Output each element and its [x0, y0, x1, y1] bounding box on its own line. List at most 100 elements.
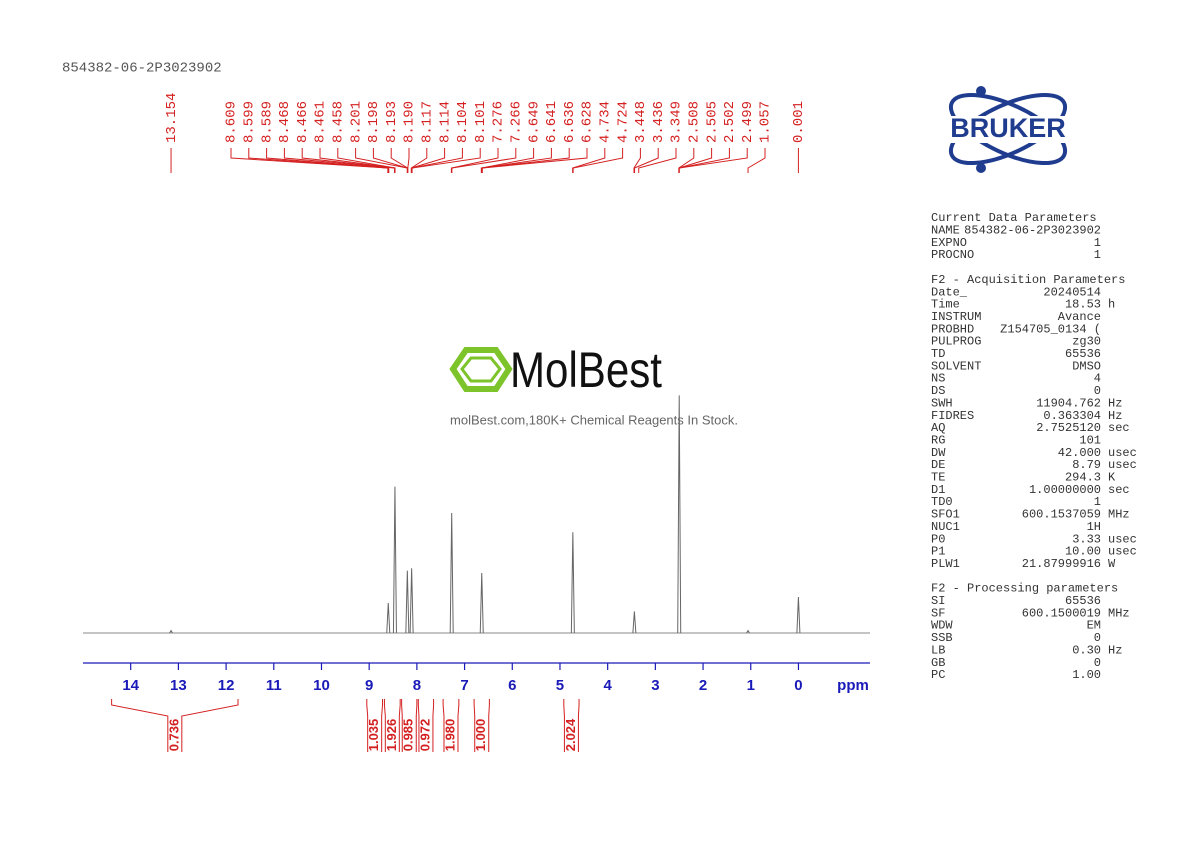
peak-label: 6.649 — [526, 101, 542, 143]
parameter-key: NS — [931, 372, 945, 386]
peak — [479, 572, 484, 634]
x-tick-label: 6 — [508, 677, 516, 694]
parameter-unit: K — [1108, 471, 1116, 485]
parameter-value: 0.363304 — [1043, 409, 1101, 423]
parameter-value: 65536 — [1065, 347, 1101, 361]
integral-bracket — [383, 699, 401, 752]
peak-label: 6.641 — [544, 101, 560, 143]
parameter-key: PULPROG — [931, 335, 981, 349]
parameter-value: 294.3 — [1065, 471, 1101, 485]
parameter-value: 854382-06-2P3023902 — [964, 224, 1101, 238]
parameter-value: 600.1537059 — [1022, 508, 1101, 522]
logo-backdrop — [924, 116, 1092, 143]
peak-label-connector — [481, 148, 552, 173]
peak — [570, 532, 575, 634]
parameter-key: SFO1 — [931, 508, 960, 522]
parameter-key: NUC1 — [931, 520, 960, 534]
x-tick-label: 10 — [313, 677, 330, 694]
peak — [632, 611, 637, 634]
parameter-unit: W — [1108, 557, 1116, 571]
parameter-key: TD0 — [931, 495, 953, 509]
parameter-value: 3.33 — [1072, 532, 1101, 546]
parameter-unit: usec — [1108, 532, 1137, 546]
parameter-unit: h — [1108, 298, 1115, 312]
peak-label: 3.436 — [651, 101, 667, 143]
parameter-key: LB — [931, 643, 945, 657]
x-axis-label: ppm — [837, 677, 869, 694]
parameter-value: 21.87999916 — [1022, 557, 1101, 571]
parameter-value: 11904.762 — [1036, 396, 1101, 410]
logo-orbit — [948, 92, 1068, 166]
x-tick-label: 4 — [603, 677, 612, 694]
integral-label: 1.926 — [384, 719, 399, 752]
parameter-value: 1 — [1094, 236, 1101, 250]
peak — [169, 629, 173, 634]
peak-label-connector — [678, 148, 713, 173]
parameter-key: TD — [931, 347, 945, 361]
parameter-key: D1 — [931, 483, 945, 497]
parameter-unit: usec — [1108, 446, 1137, 460]
integral-bracket — [111, 699, 239, 752]
peak — [409, 568, 414, 634]
parameter-value: zg30 — [1072, 335, 1101, 349]
parameter-unit: usec — [1108, 458, 1137, 472]
peak-label: 4.724 — [615, 101, 631, 143]
peak-label: 1.057 — [758, 101, 774, 143]
integral-bracket — [417, 699, 435, 752]
peak-label: 8.458 — [331, 101, 347, 143]
parameter-key: PLW1 — [931, 557, 960, 571]
parameter-key: SOLVENT — [931, 359, 981, 373]
integral-bracket — [563, 699, 580, 752]
parameter-key: SSB — [931, 631, 953, 645]
peak-label: 8.114 — [437, 101, 453, 143]
integral-label: 0.972 — [417, 719, 432, 752]
peak-label: 8.193 — [384, 101, 400, 143]
parameter-value: 20240514 — [1043, 285, 1101, 299]
x-tick-label: 3 — [651, 677, 659, 694]
parameter-value: 4 — [1094, 372, 1101, 386]
peak-label: 8.198 — [366, 101, 382, 143]
integral-label: 0.985 — [401, 719, 416, 752]
parameter-key: EXPNO — [931, 236, 967, 250]
integral-label: 2.024 — [563, 718, 578, 751]
parameter-key: TE — [931, 471, 945, 485]
integral-bracket — [366, 699, 384, 752]
integral-label: 1.035 — [366, 719, 381, 752]
parameter-key: GB — [931, 656, 945, 670]
parameter-value: 0.30 — [1072, 643, 1101, 657]
parameter-value: 8.79 — [1072, 458, 1101, 472]
peak — [392, 486, 397, 634]
parameter-value: 0 — [1094, 384, 1101, 398]
logo-orbit — [948, 92, 1068, 166]
parameter-key: SF — [931, 606, 945, 620]
sample-name: 854382-06-2P3023902 — [62, 61, 222, 77]
peak-label: 3.349 — [669, 101, 685, 143]
x-tick-label: 0 — [794, 677, 802, 694]
peak-label-connector — [407, 148, 410, 173]
parameter-value: 1 — [1094, 495, 1101, 509]
parameter-unit: Hz — [1108, 409, 1122, 423]
watermark-hexagon — [449, 347, 513, 392]
peak-label: 13.154 — [164, 93, 180, 143]
peak-label-connector — [747, 148, 766, 173]
parameter-key: Time — [931, 298, 960, 312]
parameter-section-title: F2 - Acquisition Parameters — [931, 273, 1125, 287]
parameter-key: FIDRES — [931, 409, 974, 423]
peak — [746, 629, 750, 634]
peak-label: 8.104 — [455, 101, 471, 143]
peak-label-connector — [372, 148, 408, 173]
parameter-key: Date_ — [931, 285, 968, 299]
parameter-key: PROBHD — [931, 322, 974, 336]
peak-label-connector — [678, 148, 695, 173]
parameter-section-title: Current Data Parameters — [931, 211, 1097, 225]
x-tick-label: 8 — [413, 677, 421, 694]
peak-label: 2.505 — [704, 101, 720, 143]
parameter-key: AQ — [931, 421, 945, 435]
peak-label-connector — [410, 148, 446, 173]
peak-label: 2.502 — [722, 101, 738, 143]
parameter-value: 2.7525120 — [1036, 421, 1101, 435]
peak-label: 8.190 — [402, 101, 418, 143]
peak-label: 7.266 — [509, 101, 525, 143]
parameter-value: 1H — [1087, 520, 1101, 534]
